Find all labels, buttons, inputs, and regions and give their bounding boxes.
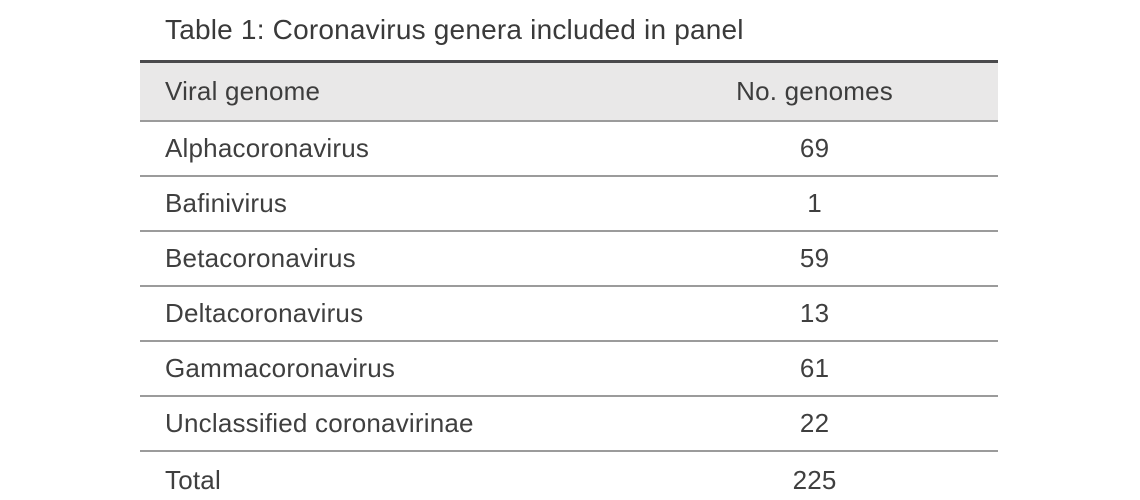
header-row: Viral genome No. genomes — [140, 61, 998, 122]
table-row: Unclassified coronavirinae 22 — [140, 396, 998, 452]
genome-count: 69 — [631, 121, 998, 177]
genus-name: Unclassified coronavirinae — [140, 396, 632, 452]
table-row: Betacoronavirus 59 — [140, 231, 998, 287]
table-row: Gammacoronavirus 61 — [140, 341, 998, 397]
genome-count: 13 — [631, 286, 998, 342]
genome-count: 59 — [631, 231, 998, 287]
coronavirus-genera-table: Viral genome No. genomes Alphacoronaviru… — [140, 60, 998, 500]
genus-name: Betacoronavirus — [140, 231, 632, 287]
genus-name: Bafinivirus — [140, 176, 632, 232]
genome-count: 61 — [631, 341, 998, 397]
table-body: Alphacoronavirus 69 Bafinivirus 1 Betaco… — [140, 121, 998, 500]
genus-name: Alphacoronavirus — [140, 121, 632, 177]
table-container: Table 1: Coronavirus genera included in … — [140, 0, 998, 500]
total-label: Total — [165, 465, 221, 495]
total-count: 225 — [792, 465, 837, 495]
total-row: Total 225 — [140, 451, 998, 500]
table-header: Viral genome No. genomes — [140, 61, 998, 122]
genus-name: Deltacoronavirus — [140, 286, 632, 342]
table-row: Alphacoronavirus 69 — [140, 121, 998, 177]
genome-count: 22 — [631, 396, 998, 452]
table-row: Bafinivirus 1 — [140, 176, 998, 232]
genus-name: Gammacoronavirus — [140, 341, 632, 397]
header-viral-genome: Viral genome — [140, 61, 632, 122]
genome-count: 1 — [631, 176, 998, 232]
header-no-genomes: No. genomes — [631, 61, 998, 122]
table-row: Deltacoronavirus 13 — [140, 286, 998, 342]
table-title: Table 1: Coronavirus genera included in … — [165, 14, 744, 45]
